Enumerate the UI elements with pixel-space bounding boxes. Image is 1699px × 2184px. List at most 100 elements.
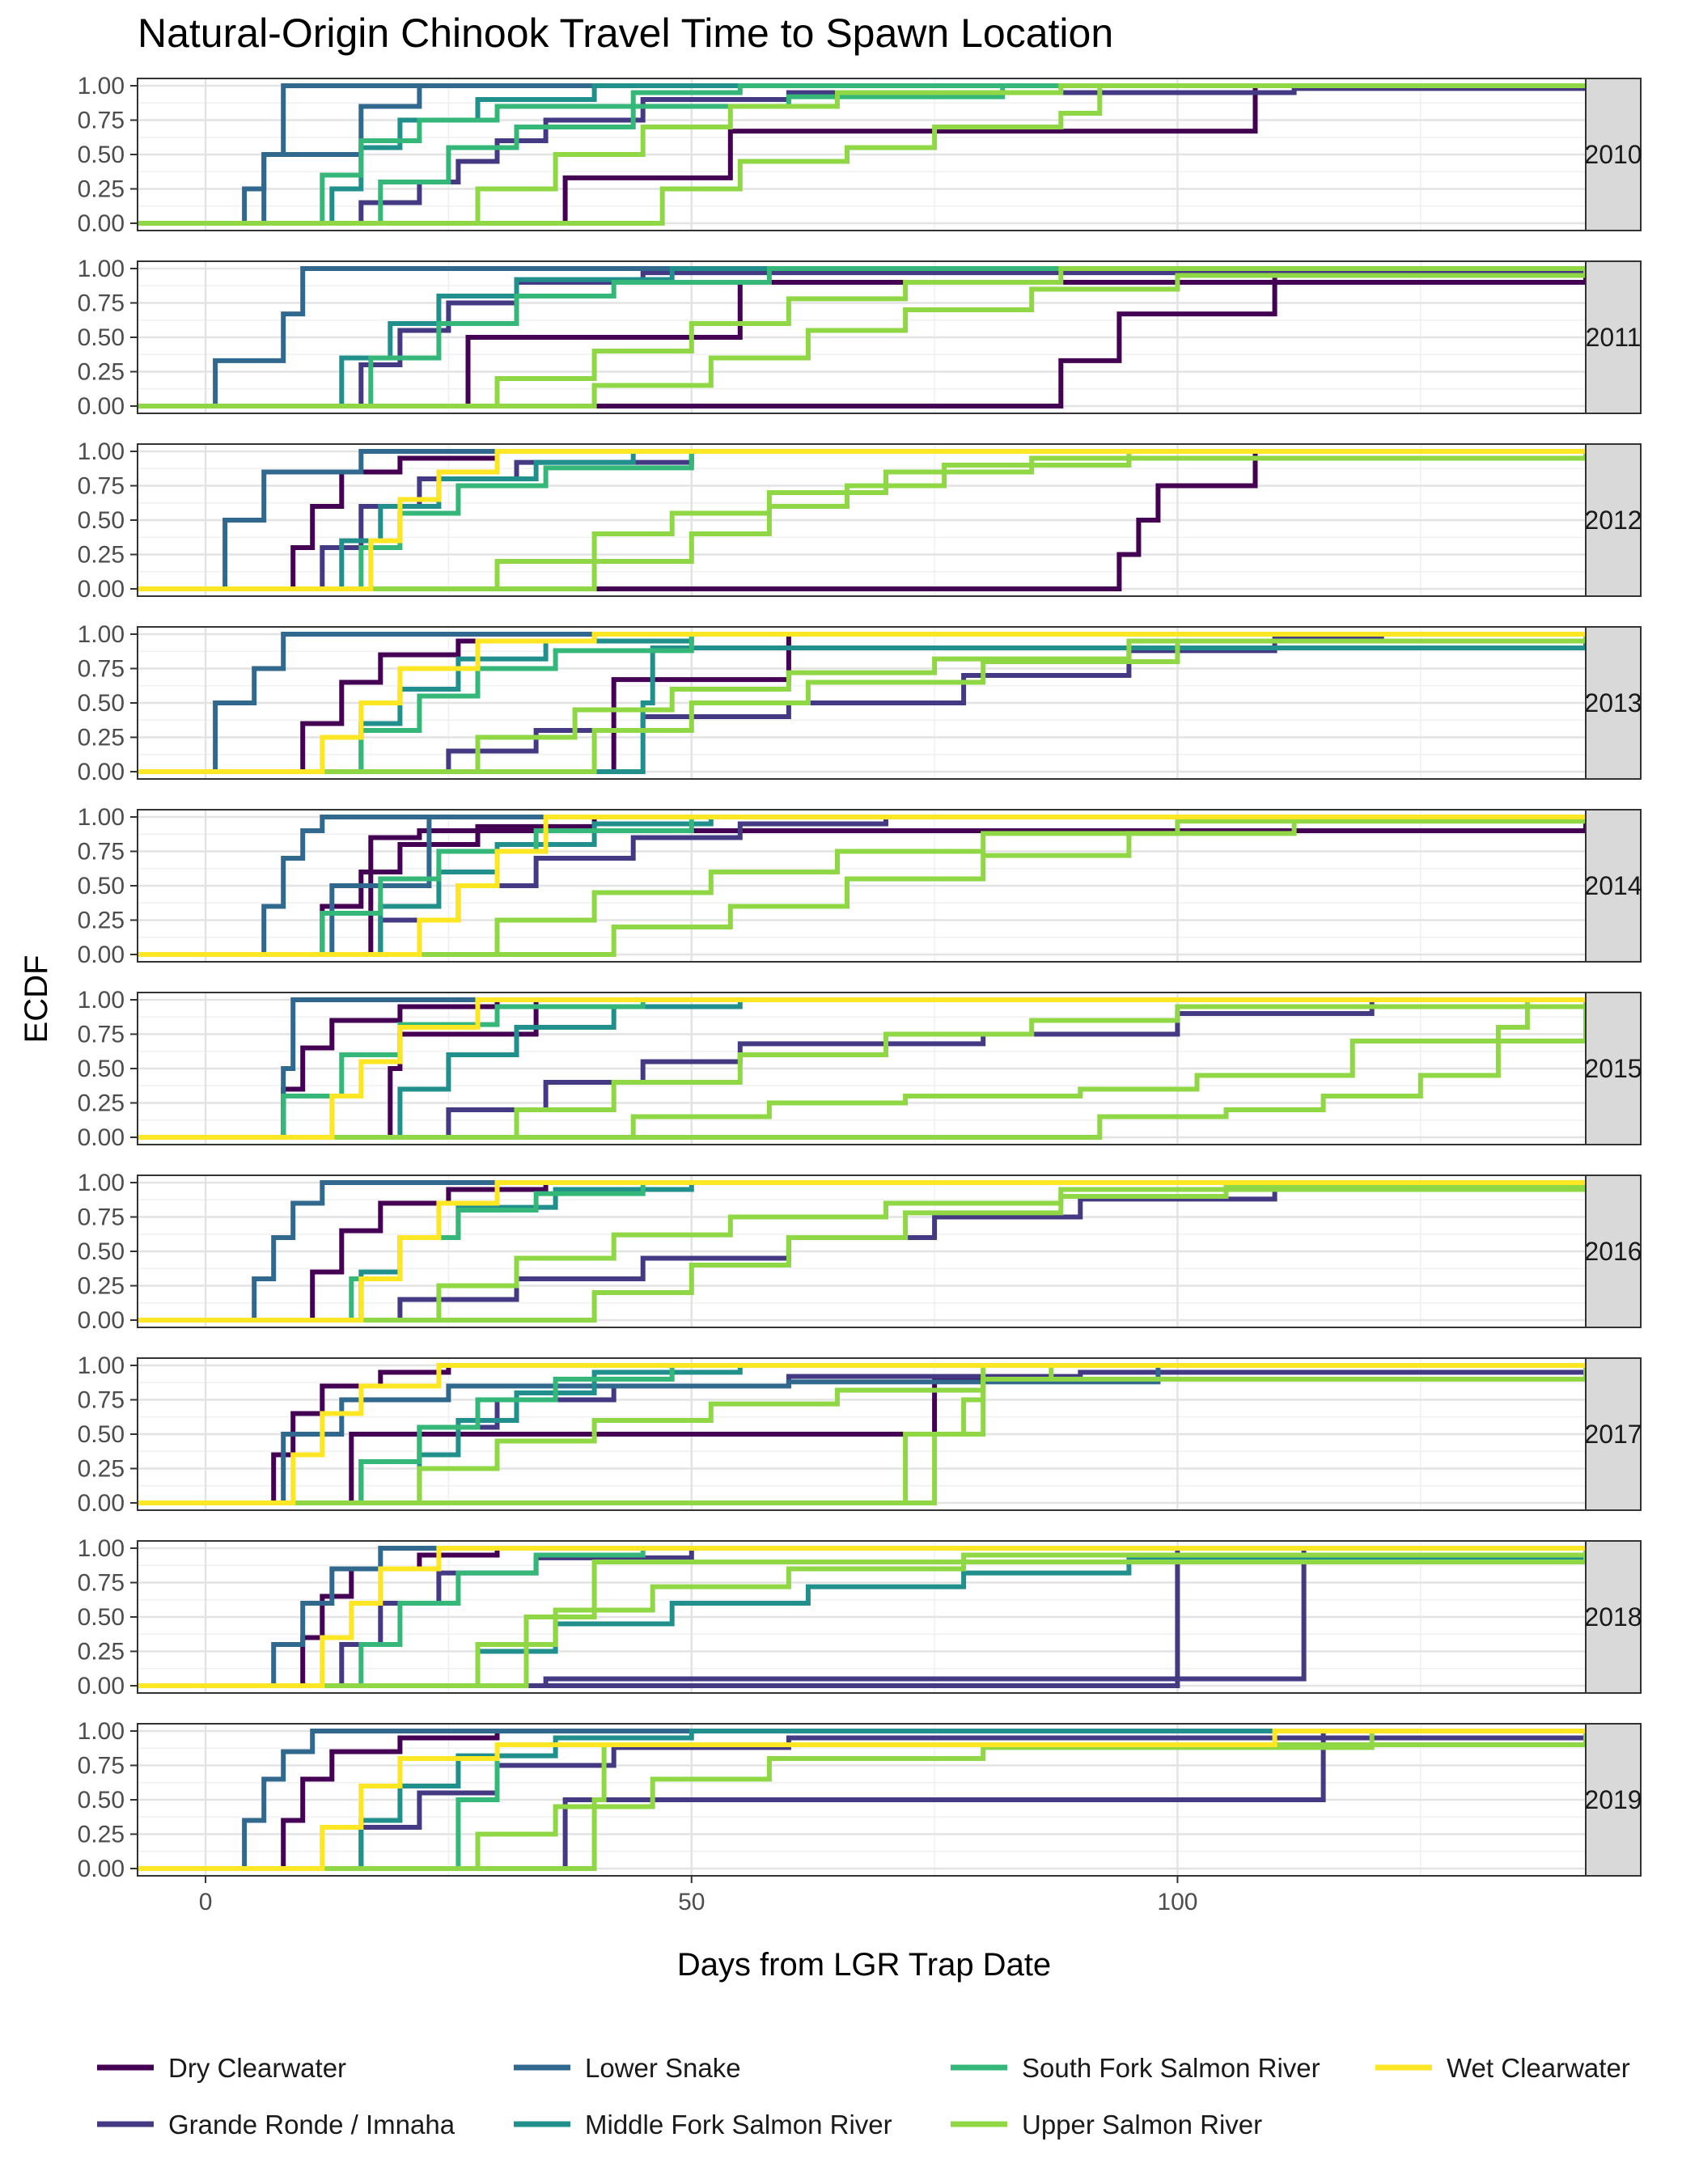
ecdf-line: [138, 449, 1586, 591]
y-tick-label: 0.50: [78, 324, 125, 351]
y-tick-label: 0.25: [78, 359, 125, 386]
y-tick-label: 0.75: [78, 1753, 125, 1780]
facet-panel-2015: 2015 0.00 0.25 0.50 0.75 1.00: [78, 987, 1642, 1151]
ecdf-line: [138, 269, 1586, 408]
legend-label: Grande Ronde / Imnaha: [168, 2110, 455, 2140]
y-tick-label: 1.00: [78, 1535, 125, 1562]
y-tick-label: 0.25: [78, 725, 125, 751]
ecdf-line: [138, 817, 1586, 957]
legend-item: South Fork Salmon River: [951, 2053, 1320, 2083]
ecdf-line: [138, 1183, 1586, 1323]
chart-title: Natural-Origin Chinook Travel Time to Sp…: [138, 11, 1113, 56]
ecdf-curves: [138, 1729, 1586, 1871]
facet-strip-label: 2016: [1584, 1237, 1642, 1266]
y-tick-label: 0.50: [78, 690, 125, 717]
y-tick-label: 1.00: [78, 1718, 125, 1745]
ecdf-curves: [138, 83, 1586, 226]
facet-strip: [1585, 1723, 1642, 1877]
ecdf-line: [138, 815, 1586, 957]
ecdf-line: [138, 1365, 1586, 1505]
facet-strip-label: 2013: [1584, 688, 1642, 717]
y-tick-label: 1.00: [78, 1352, 125, 1379]
ecdf-line: [138, 632, 1586, 774]
facet-strip: [1585, 78, 1642, 231]
facet-strip-label: 2010: [1584, 140, 1642, 169]
facet-panel-2017: 2017 0.00 0.25 0.50 0.75 1.00: [78, 1352, 1642, 1517]
y-tick-label: 0.50: [78, 1787, 125, 1814]
ecdf-curves: [138, 815, 1586, 957]
y-tick-label: 0.50: [78, 1421, 125, 1448]
legend-item: Dry Clearwater: [97, 2053, 346, 2083]
y-tick-label: 0.50: [78, 1604, 125, 1631]
facet-strip: [1585, 992, 1642, 1145]
ecdf-line: [138, 269, 1586, 408]
y-tick-label: 0.25: [78, 176, 125, 203]
y-tick-label: 0.75: [78, 839, 125, 866]
x-axis-title: Days from LGR Trap Date: [677, 1947, 1051, 1983]
y-tick-label: 0.00: [78, 576, 125, 603]
facet-strip: [1585, 443, 1642, 597]
ecdf-line: [138, 1731, 1586, 1871]
y-tick-label: 1.00: [78, 987, 125, 1014]
facet-strip-label: 2011: [1586, 323, 1642, 352]
facet-panels: 2010 0.00 0.25 0.50 0.75 1.00 2011 0.00 0.25 0.50…: [78, 73, 1642, 1882]
y-tick-label: 0.00: [78, 759, 125, 785]
ecdf-line: [138, 449, 1586, 591]
ecdf-line: [138, 83, 1586, 226]
y-tick-label: 1.00: [78, 438, 125, 465]
ecdf-line: [138, 634, 1586, 774]
y-tick-label: 1.00: [78, 73, 125, 99]
ecdf-line: [138, 1363, 1586, 1505]
ecdf-line: [138, 1000, 1586, 1140]
ecdf-line: [138, 997, 1586, 1140]
ecdf-line: [138, 449, 1586, 591]
y-tick-label: 0.50: [78, 873, 125, 899]
legend-label: Dry Clearwater: [168, 2053, 346, 2083]
ecdf-line: [138, 266, 1586, 408]
ecdf-curves: [138, 449, 1586, 591]
y-tick-label: 0.25: [78, 542, 125, 569]
legend-label: Wet Clearwater: [1447, 2053, 1630, 2083]
x-tick-label: 100: [1157, 1889, 1197, 1915]
ecdf-line: [138, 634, 1586, 774]
legend-item: Wet Clearwater: [1375, 2053, 1630, 2083]
ecdf-line: [138, 1000, 1586, 1140]
y-tick-label: 0.00: [78, 1856, 125, 1882]
facet-strip: [1585, 626, 1642, 780]
ecdf-line: [138, 634, 1586, 774]
ecdf-curves: [138, 1546, 1586, 1688]
y-axis-title: ECDF: [19, 955, 54, 1043]
ecdf-line: [138, 1363, 1586, 1505]
facet-strip: [1585, 1540, 1642, 1694]
y-tick-label: 0.00: [78, 1673, 125, 1699]
y-tick-label: 0.75: [78, 1570, 125, 1597]
ecdf-curves: [138, 997, 1586, 1140]
legend-label: Middle Fork Salmon River: [585, 2110, 892, 2140]
y-tick-label: 0.75: [78, 473, 125, 500]
facet-strip-label: 2014: [1584, 871, 1642, 900]
legend-label: Upper Salmon River: [1022, 2110, 1262, 2140]
y-tick-label: 0.75: [78, 1022, 125, 1048]
y-tick-label: 0.25: [78, 1822, 125, 1848]
y-tick-label: 0.25: [78, 1090, 125, 1117]
x-tick-label: 0: [199, 1889, 213, 1915]
legend-item: Lower Snake: [514, 2053, 741, 2083]
y-tick-label: 0.00: [78, 210, 125, 237]
y-tick-label: 0.50: [78, 507, 125, 534]
y-tick-label: 0.00: [78, 1307, 125, 1334]
y-tick-label: 0.50: [78, 142, 125, 168]
y-tick-label: 0.00: [78, 1124, 125, 1151]
facet-strip-label: 2019: [1584, 1785, 1642, 1814]
facet-panel-2014: 2014 0.00 0.25 0.50 0.75 1.00: [78, 804, 1642, 968]
legend-label: South Fork Salmon River: [1022, 2053, 1320, 2083]
y-tick-label: 0.75: [78, 290, 125, 317]
y-tick-label: 0.25: [78, 1273, 125, 1300]
legend: Dry Clearwater Grande Ronde / Imnaha Lower…: [97, 2053, 1630, 2140]
y-tick-label: 0.75: [78, 1387, 125, 1414]
ecdf-line: [138, 1180, 1586, 1323]
y-tick-label: 0.00: [78, 1490, 125, 1517]
ecdf-line: [138, 83, 1586, 226]
ecdf-line: [138, 817, 1586, 957]
facet-panel-2012: 2012 0.00 0.25 0.50 0.75 1.00: [78, 438, 1642, 603]
ecdf-curves: [138, 1180, 1586, 1323]
